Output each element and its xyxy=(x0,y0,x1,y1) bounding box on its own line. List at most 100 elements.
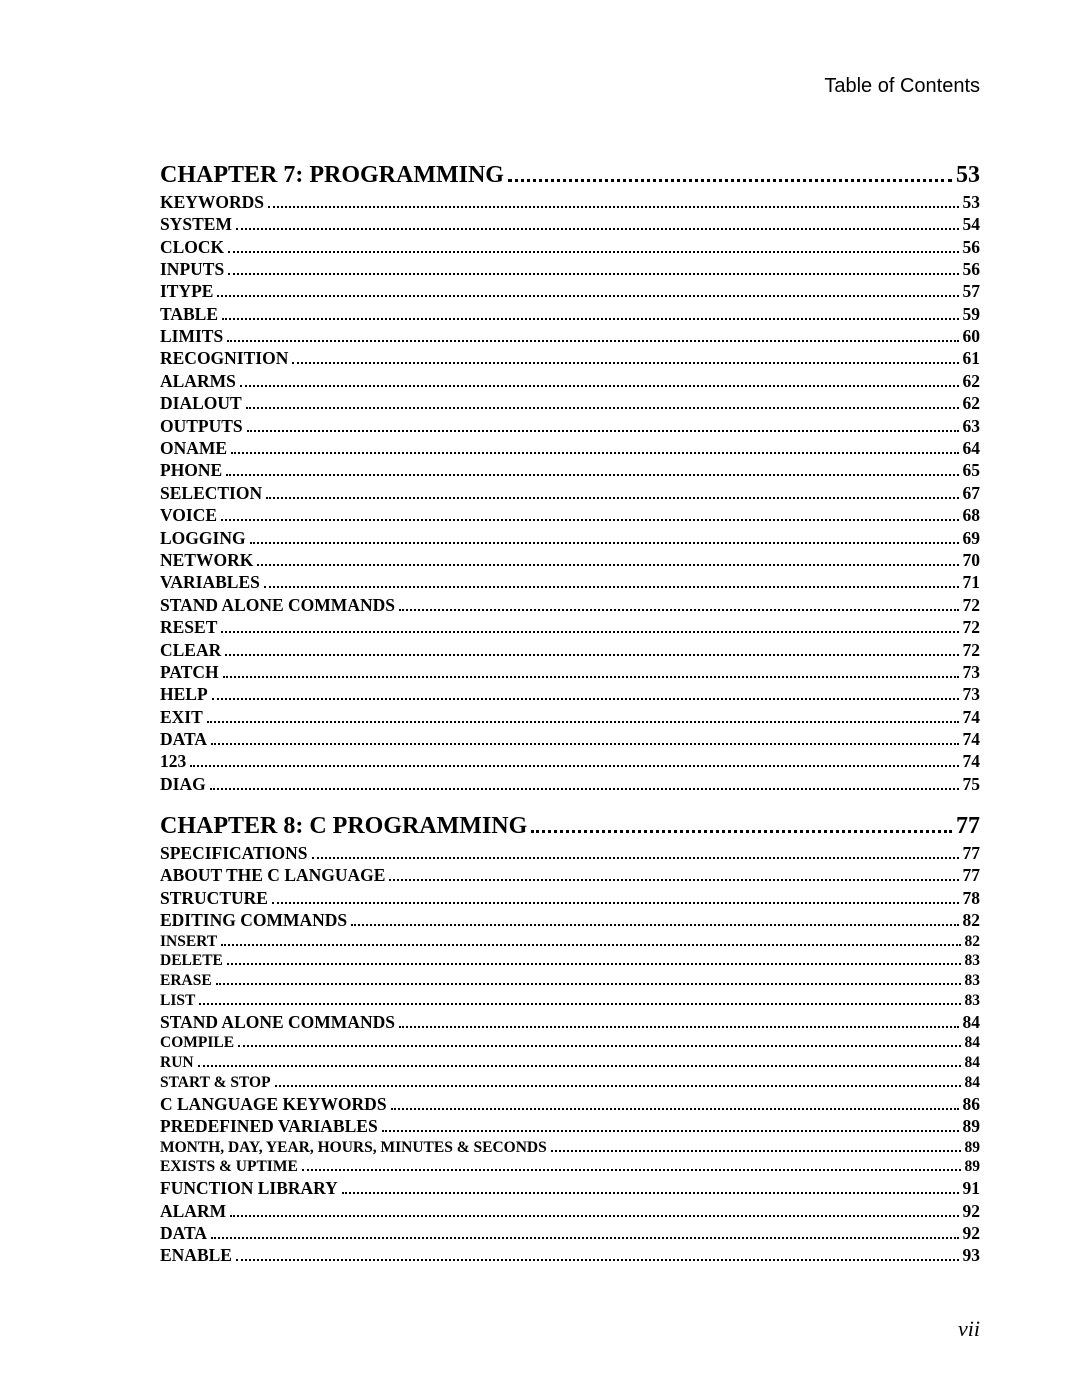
toc-label: CLOCK xyxy=(160,236,224,258)
toc-label: ENABLE xyxy=(160,1244,232,1266)
toc-entry: KEYWORDS53 xyxy=(160,191,980,213)
dot-leader xyxy=(292,353,958,364)
toc-page: 86 xyxy=(963,1093,981,1115)
toc-label: DATA xyxy=(160,1222,207,1244)
dot-leader xyxy=(351,915,958,926)
toc-entry: DATA74 xyxy=(160,728,980,750)
toc-label: FUNCTION LIBRARY xyxy=(160,1177,338,1199)
toc-page: 89 xyxy=(965,1157,981,1177)
dot-leader xyxy=(222,308,958,319)
toc-page: 83 xyxy=(965,951,981,971)
toc-label: LIST xyxy=(160,991,195,1011)
dot-leader xyxy=(221,622,958,633)
toc-page: 93 xyxy=(963,1244,981,1266)
toc-label: SYSTEM xyxy=(160,213,232,235)
dot-leader xyxy=(228,264,958,275)
toc-entry: RECOGNITION 61 xyxy=(160,347,980,369)
toc-label: LIMITS xyxy=(160,325,223,347)
toc-entry: INPUTS 56 xyxy=(160,258,980,280)
toc-label: MONTH, DAY, YEAR, HOURS, MINUTES & SECON… xyxy=(160,1138,547,1158)
toc-label: KEYWORDS xyxy=(160,191,264,213)
toc-page: 77 xyxy=(963,864,981,886)
toc-entry: SPECIFICATIONS77 xyxy=(160,842,980,864)
dot-leader xyxy=(302,1161,961,1171)
table-of-contents: CHAPTER 7: PROGRAMMING53KEYWORDS53SYSTEM… xyxy=(160,160,980,1267)
dot-leader xyxy=(240,375,959,386)
toc-page: 72 xyxy=(963,616,981,638)
toc-page: 91 xyxy=(963,1177,981,1199)
toc-label: EDITING COMMANDS xyxy=(160,909,347,931)
toc-entry: DELETE83 xyxy=(160,951,980,971)
toc-label: ABOUT THE C LANGUAGE xyxy=(160,864,385,886)
toc-entry: CLEAR72 xyxy=(160,639,980,661)
toc-entry: ALARM 92 xyxy=(160,1200,980,1222)
toc-page: 75 xyxy=(963,773,981,795)
toc-page: 84 xyxy=(965,1073,981,1093)
dot-leader xyxy=(264,577,959,588)
dot-leader xyxy=(342,1183,959,1194)
toc-page: 57 xyxy=(963,280,981,302)
toc-label: CHAPTER 7: PROGRAMMING xyxy=(160,160,504,191)
toc-label: OUTPUTS xyxy=(160,415,243,437)
dot-leader xyxy=(217,286,958,297)
dot-leader xyxy=(211,1228,959,1239)
toc-page: 83 xyxy=(965,971,981,991)
toc-entry: MONTH, DAY, YEAR, HOURS, MINUTES & SECON… xyxy=(160,1138,980,1158)
dot-leader xyxy=(211,734,959,745)
toc-entry: RUN84 xyxy=(160,1053,980,1073)
toc-page: 56 xyxy=(963,258,981,280)
toc-label: ONAME xyxy=(160,437,227,459)
toc-label: INSERT xyxy=(160,932,217,952)
toc-entry: HELP 73 xyxy=(160,683,980,705)
toc-page: 68 xyxy=(963,504,981,526)
dot-leader xyxy=(221,510,958,521)
dot-leader xyxy=(227,331,958,342)
toc-label: START & STOP xyxy=(160,1073,271,1093)
toc-entry: FUNCTION LIBRARY 91 xyxy=(160,1177,980,1199)
toc-entry: ONAME64 xyxy=(160,437,980,459)
dot-leader xyxy=(246,398,959,409)
toc-entry: DIAG75 xyxy=(160,773,980,795)
dot-leader xyxy=(399,599,959,610)
dot-leader xyxy=(199,995,960,1005)
toc-label: VOICE xyxy=(160,504,217,526)
dot-leader xyxy=(236,1250,959,1261)
page: Table of Contents CHAPTER 7: PROGRAMMING… xyxy=(0,0,1080,1397)
toc-label: NETWORK xyxy=(160,549,253,571)
toc-label: STAND ALONE COMMANDS xyxy=(160,594,395,616)
dot-leader xyxy=(230,1205,958,1216)
dot-leader xyxy=(210,779,959,790)
toc-entry: LIMITS60 xyxy=(160,325,980,347)
toc-page: 69 xyxy=(963,527,981,549)
dot-leader xyxy=(531,818,952,834)
toc-label: INPUTS xyxy=(160,258,224,280)
dot-leader xyxy=(389,870,958,881)
toc-page: 61 xyxy=(963,347,981,369)
toc-label: HELP xyxy=(160,683,208,705)
dot-leader xyxy=(257,555,958,566)
toc-entry: VOICE 68 xyxy=(160,504,980,526)
toc-entry: C LANGUAGE KEYWORDS86 xyxy=(160,1093,980,1115)
dot-leader xyxy=(399,1016,959,1027)
toc-label: ALARM xyxy=(160,1200,226,1222)
dot-leader xyxy=(223,667,959,678)
toc-label: CHAPTER 8: C PROGRAMMING xyxy=(160,811,527,842)
page-number: vii xyxy=(958,1316,980,1342)
toc-page: 92 xyxy=(963,1200,981,1222)
toc-label: RECOGNITION xyxy=(160,347,288,369)
toc-page: 82 xyxy=(965,932,981,952)
toc-page: 73 xyxy=(963,683,981,705)
toc-page: 63 xyxy=(963,415,981,437)
toc-label: DATA xyxy=(160,728,207,750)
toc-page: 62 xyxy=(963,392,981,414)
toc-entry: CHAPTER 7: PROGRAMMING53 xyxy=(160,160,980,191)
toc-label: 123 xyxy=(160,750,186,772)
toc-page: 72 xyxy=(963,594,981,616)
dot-leader xyxy=(231,443,958,454)
toc-entry: OUTPUTS 63 xyxy=(160,415,980,437)
dot-leader xyxy=(272,892,959,903)
toc-label: COMPILE xyxy=(160,1033,234,1053)
toc-label: SELECTION xyxy=(160,482,262,504)
toc-entry: RESET72 xyxy=(160,616,980,638)
toc-entry: EXIT74 xyxy=(160,706,980,728)
